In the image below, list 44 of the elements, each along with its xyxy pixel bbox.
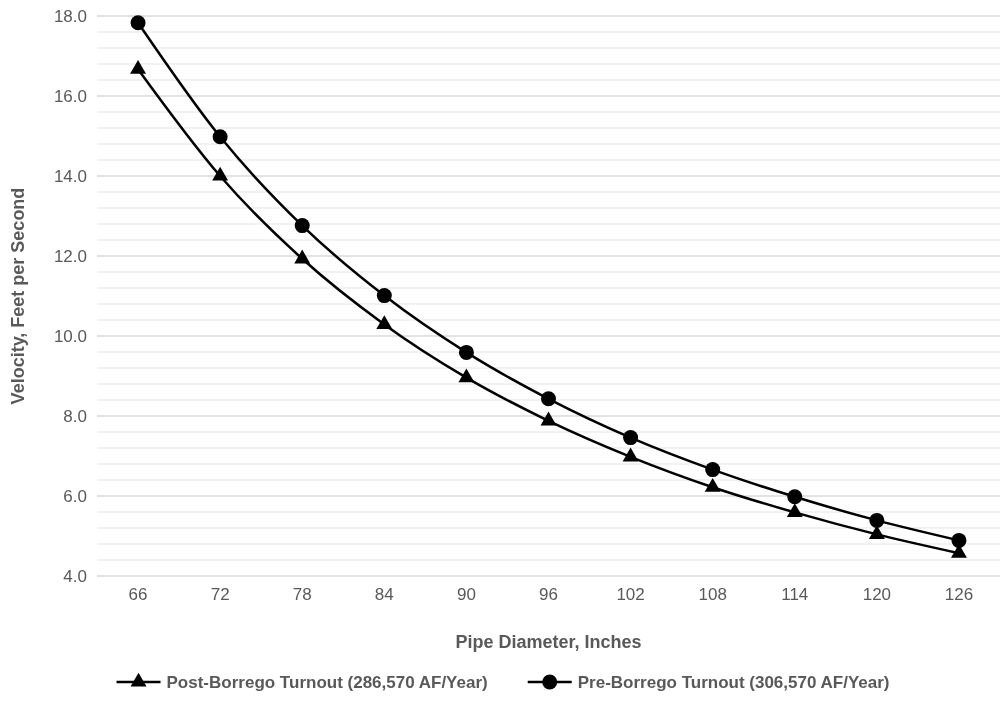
point xyxy=(458,368,475,383)
x-tick-label: 108 xyxy=(698,585,727,605)
y-tick-label: 16.0 xyxy=(53,86,87,106)
point xyxy=(787,489,803,505)
point xyxy=(294,249,311,264)
y-tick-label: 10.0 xyxy=(53,326,87,346)
x-axis-title: Pipe Diameter, Inches xyxy=(455,632,642,652)
x-tick-label: 126 xyxy=(944,585,974,605)
y-tick-label: 14.0 xyxy=(53,166,87,186)
legend-label: Pre-Borrego Turnout (306,570 AF/Year) xyxy=(577,672,890,692)
point xyxy=(376,288,392,304)
point xyxy=(294,218,310,234)
legend-label: Post-Borrego Turnout (286,570 AF/Year) xyxy=(166,672,488,692)
y-tick-label: 18.0 xyxy=(53,6,87,26)
point xyxy=(622,447,639,462)
point xyxy=(541,391,556,407)
y-tick-label: 8.0 xyxy=(63,406,87,426)
point xyxy=(868,525,885,539)
point xyxy=(786,503,803,517)
x-tick-label: 66 xyxy=(128,585,148,605)
x-tick-label: 78 xyxy=(292,585,312,605)
point xyxy=(212,166,229,181)
point xyxy=(705,462,721,478)
point xyxy=(951,532,967,548)
x-tick-label: 72 xyxy=(210,585,230,605)
point xyxy=(376,315,393,329)
point xyxy=(130,60,147,74)
y-axis-title: Velocity, Feet per Second xyxy=(8,187,28,405)
x-tick-label: 102 xyxy=(616,585,645,605)
y-tick-label: 6.0 xyxy=(63,486,87,506)
x-tick-label: 120 xyxy=(862,585,892,605)
point xyxy=(623,430,639,446)
y-tick-label: 4.0 xyxy=(63,566,87,586)
x-tick-label: 114 xyxy=(781,585,809,605)
point xyxy=(212,129,228,145)
point xyxy=(458,344,474,360)
point xyxy=(130,15,146,31)
point xyxy=(540,411,557,426)
x-tick-label: 96 xyxy=(539,585,558,605)
y-tick-label: 12.0 xyxy=(53,246,87,266)
point xyxy=(704,478,721,492)
point xyxy=(869,512,885,528)
x-tick-label: 90 xyxy=(456,585,476,605)
x-tick-label: 84 xyxy=(374,585,394,605)
